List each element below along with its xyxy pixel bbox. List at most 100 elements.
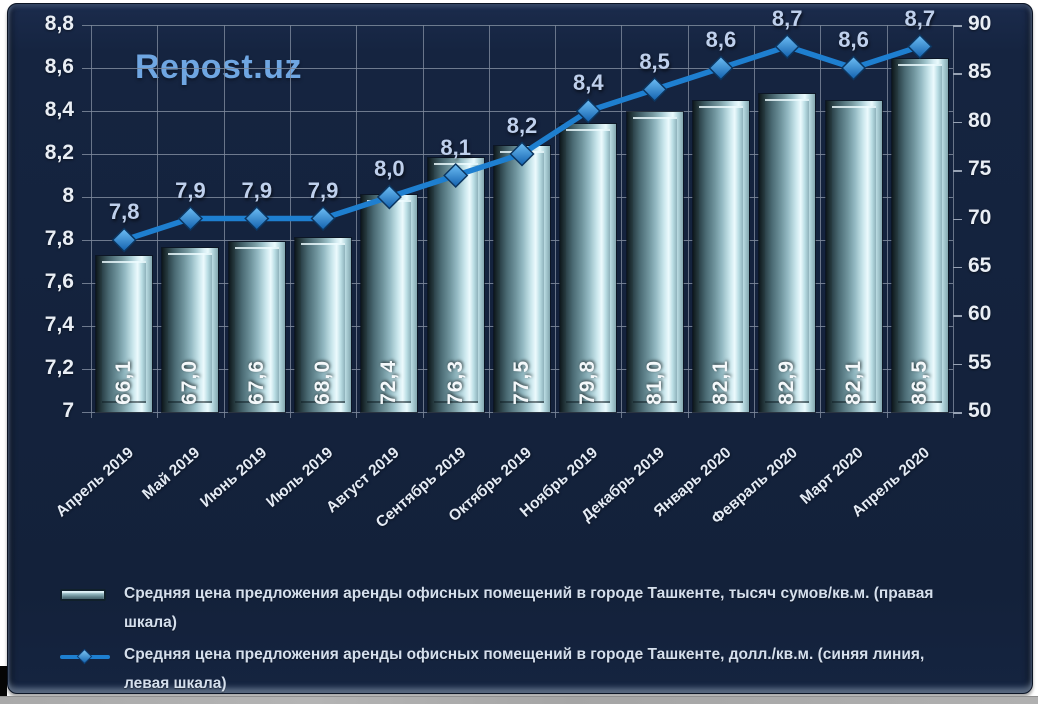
line-value-label: 7,9 [307,177,339,203]
bar: 68,0 [295,237,352,412]
gridline-vertical [754,25,756,418]
line-marker-diamond [177,205,204,232]
right-axis-tick-label: 75 [968,157,992,181]
legend-item-bars: Средняя цена предложения аренды офисных … [60,580,968,637]
left-axis-tick-label: 7 [62,399,74,422]
right-axis-tick [953,25,962,27]
right-axis-tick-label: 85 [968,60,992,84]
right-axis-tick-label: 60 [968,302,992,326]
watermark: Repost.uz [135,48,302,86]
right-axis-tick [953,218,962,220]
line-marker-diamond [575,98,601,124]
left-axis-tick-label: 7,8 [44,227,74,250]
gridline-vertical [157,25,159,418]
bar: 67,6 [228,241,285,412]
line-value-label: 8,7 [904,5,936,31]
right-axis-tick [953,266,962,269]
bar: 79,8 [560,123,617,412]
gridline-vertical [422,25,424,418]
line-value-label: 8,0 [374,156,405,181]
gridline-vertical [886,25,888,418]
bar: 77,5 [494,145,550,412]
right-axis-tick [953,315,962,317]
line-swatch-icon [60,649,110,665]
gridline-vertical [289,25,291,418]
gridline-horizontal [82,412,953,413]
left-axis-tick-label: 7,6 [44,270,74,293]
legend: Средняя цена предложения аренды офисных … [60,580,968,703]
text-cursor-artifact [0,666,7,704]
gridline-vertical [223,25,225,418]
bar: 82,1 [692,101,749,412]
gridline-vertical [488,25,490,418]
line-marker-diamond [907,33,933,60]
line-marker-diamond [376,184,402,210]
line-series [111,33,933,253]
chart-panel: Repost.uz 66,1 67,0 67,6 68,0 72,4 76,3 77,5 79… [7,3,1033,694]
bar: 86,5 [891,58,948,412]
line-value-label: 8,6 [838,27,869,52]
line-marker-diamond [111,227,137,253]
line-value-label: 7,9 [175,177,206,203]
legend-item-line: Средняя цена предложения аренды офисных … [60,641,968,698]
line-marker-diamond [443,162,469,189]
right-axis-tick-label: 65 [968,253,992,277]
legend-label-bars: Средняя цена предложения аренды офисных … [124,585,934,631]
gridline-vertical [687,25,689,418]
line-value-label: 7,8 [108,199,140,224]
right-axis-tick [953,363,962,366]
bar: 82,9 [759,93,816,412]
line-marker-diamond [509,141,535,167]
line-value-label: 8,6 [705,27,737,52]
line-marker-diamond [708,55,734,81]
left-axis-tick-label: 7,4 [44,313,74,336]
right-axis-tick-label: 55 [968,350,992,374]
gridline-vertical [820,25,822,418]
left-axis-tick-label: 7,2 [44,356,74,379]
bar-swatch-icon [60,589,106,601]
left-axis-tick-label: 8,4 [44,98,74,121]
right-axis-tick [953,170,962,172]
left-axis-tick-label: 8,2 [44,141,74,164]
x-axis-label: Июнь 2019 [196,444,271,511]
line-marker-diamond [840,55,867,81]
right-axis-tick [953,73,962,75]
line-value-label: 8,4 [573,70,604,95]
gridline-vertical [555,25,557,418]
gridline-vertical [356,25,358,418]
left-axis-tick-label: 8,6 [44,55,74,78]
x-axis-label: Май 2019 [139,444,204,503]
legend-label-line: Средняя цена предложения аренды офисных … [124,646,925,693]
gridline-vertical [621,25,623,418]
bar: 82,1 [825,101,882,412]
right-axis-tick-label: 80 [968,108,992,132]
gridline-horizontal [82,111,953,112]
bar: 66,1 [96,256,153,412]
x-axis-label: Апрель 2019 [53,444,138,521]
line-value-label: 8,7 [771,5,803,31]
diamond-marker-icon [76,649,93,665]
line-value-label: 8,1 [440,134,471,160]
right-axis-tick-label: 90 [968,12,992,35]
gridline-vertical [91,25,92,418]
line-value-label: 8,2 [506,113,538,138]
line-marker-diamond [774,33,800,60]
right-axis-tick-label: 70 [968,205,992,229]
bar: 72,4 [361,195,418,412]
gridline-horizontal [82,68,953,69]
window-edge-strip [0,696,1038,704]
left-axis-tick-label: 8,8 [44,12,74,35]
bar: 67,0 [162,247,219,412]
line-value-label: 8,5 [639,48,670,74]
gridline-horizontal [82,25,953,26]
bar: 81,0 [626,112,683,412]
gridline-vertical [953,25,954,418]
right-axis-tick-label: 50 [968,399,992,422]
line-value-label: 7,9 [241,177,273,203]
line-marker-diamond [642,76,668,103]
line-marker-diamond [244,205,270,232]
bar: 76,3 [427,157,484,412]
left-axis-tick-label: 8 [62,184,74,207]
right-axis-tick [953,121,962,124]
right-axis-tick [953,412,962,414]
